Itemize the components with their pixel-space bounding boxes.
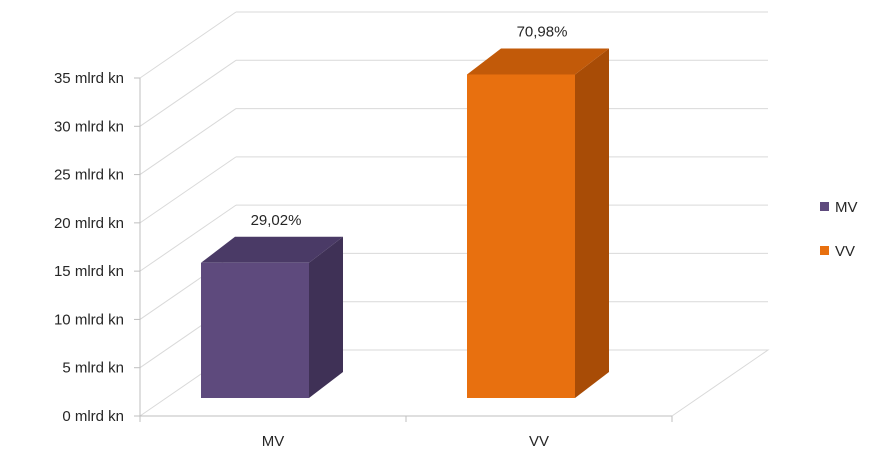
- y-tick-label: 15 mlrd kn: [54, 263, 124, 280]
- gridline-side: [139, 204, 237, 272]
- gridline-side: [139, 59, 237, 127]
- y-tick-label: 10 mlrd kn: [54, 311, 124, 328]
- bars: [201, 48, 609, 398]
- bar-side-face: [575, 48, 609, 398]
- legend-item-mv: MV: [820, 199, 858, 216]
- gridline-side: [139, 11, 237, 79]
- legend-label: VV: [835, 243, 855, 260]
- data-label-mv: 29,02%: [251, 212, 302, 229]
- x-tick-label: MV: [262, 433, 285, 450]
- gridline-side: [139, 108, 237, 175]
- x-tick-label: VV: [529, 433, 549, 450]
- y-tick-labels: 0 mlrd kn 5 mlrd kn 10 mlrd kn 15 mlrd kn 20…: [54, 70, 124, 425]
- axis-layer: [134, 77, 673, 422]
- bar-front-face: [467, 74, 575, 398]
- gridline-side: [139, 156, 237, 224]
- legend-label: MV: [835, 199, 858, 216]
- bar-top-face: [201, 236, 343, 263]
- legend-swatch: [820, 246, 829, 255]
- legend-item-vv: VV: [820, 243, 855, 260]
- y-tick-label: 5 mlrd kn: [62, 360, 124, 377]
- data-labels: 29,02% 70,98%: [251, 23, 568, 228]
- y-tick-label: 0 mlrd kn: [62, 408, 124, 425]
- bar-front-face: [201, 262, 309, 398]
- bar-mv: [201, 236, 343, 398]
- y-tick-label: 20 mlrd kn: [54, 215, 124, 232]
- y-tick-label: 25 mlrd kn: [54, 167, 124, 184]
- legend: MV VV: [820, 199, 858, 260]
- bar-vv: [467, 48, 609, 398]
- y-tick-label: 35 mlrd kn: [54, 70, 124, 87]
- data-label-vv: 70,98%: [517, 23, 568, 40]
- legend-swatch: [820, 202, 829, 211]
- bar-side-face: [309, 236, 343, 398]
- bar-top-face: [467, 48, 609, 75]
- y-tick-label: 30 mlrd kn: [54, 118, 124, 135]
- category-labels: MV VV: [262, 433, 549, 450]
